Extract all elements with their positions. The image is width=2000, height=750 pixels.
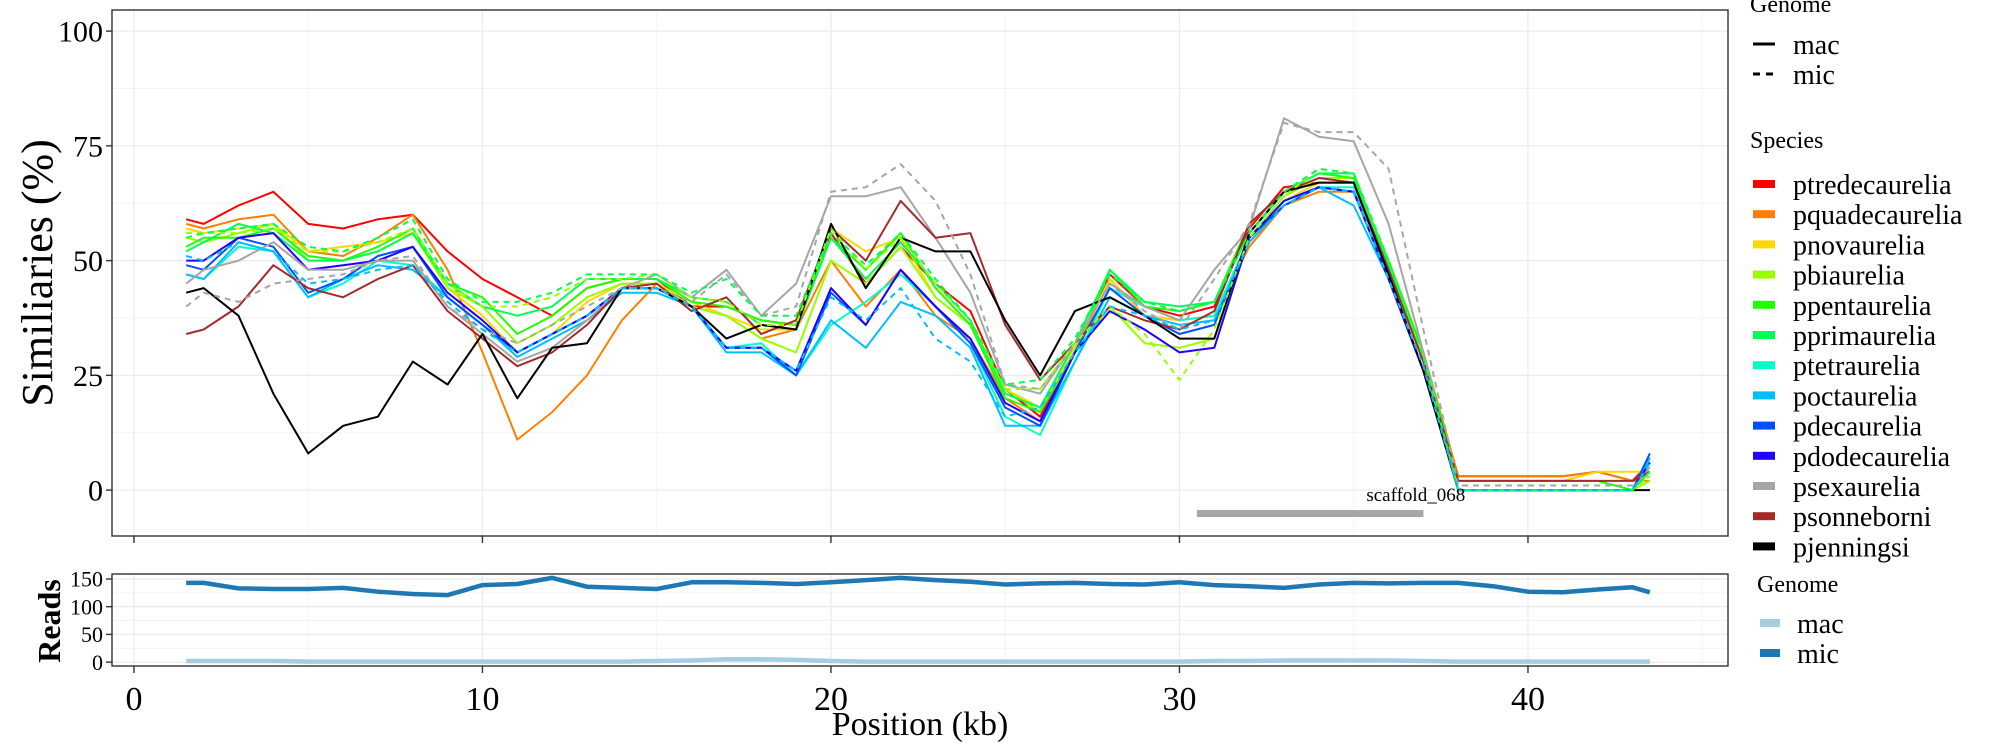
similarity-axes: 0 25 50 75 100 [58, 16, 1529, 543]
reads-series [186, 575, 1651, 664]
series-line-psonneborni-mac [185, 177, 1651, 482]
legend-label-ppentaurelia: ppentaurelia [1793, 291, 1932, 322]
y-tick-label: 0 [92, 650, 103, 675]
reads-plot-background [112, 574, 1728, 666]
legend-key-mic [1760, 649, 1780, 657]
legend-label-mic: mic [1797, 639, 1839, 670]
legend-key-pnovaurelia [1753, 240, 1775, 249]
similarity-series [185, 117, 1651, 492]
legend-label-mac: mac [1797, 609, 1844, 640]
legend-label-pjenningsi: pjenningsi [1793, 532, 1910, 563]
species-legend: Species ptredecaureliapquadecaureliapnov… [1750, 128, 1963, 563]
legend-key-psonneborni [1753, 512, 1775, 521]
legend-label-pnovaurelia: pnovaurelia [1793, 230, 1926, 261]
legend-label-mic: mic [1793, 60, 1835, 91]
series-line-pprimaurelia-mic [185, 167, 1651, 492]
y-tick-label: 100 [70, 594, 103, 619]
legend-label-pdecaurelia: pdecaurelia [1793, 412, 1923, 443]
scaffold-annotation: scaffold_068 [1196, 485, 1465, 518]
x-tick-label: 30 [1162, 681, 1196, 718]
legend-label-ptetraurelia: ptetraurelia [1793, 351, 1921, 382]
scaffold-label: scaffold_068 [1366, 485, 1465, 506]
similarity-gridlines [112, 10, 1728, 536]
legend-label-psexaurelia: psexaurelia [1793, 472, 1921, 503]
reads-genome-legend-title: Genome [1757, 572, 1838, 598]
y-tick-label: 0 [88, 475, 103, 508]
x-tick-label: 0 [125, 681, 142, 718]
legend-label-poctaurelia: poctaurelia [1793, 381, 1918, 412]
similarity-panel-border [111, 9, 1729, 537]
legend-key-pdecaurelia [1753, 421, 1775, 430]
genome-legend-title: Genome [1750, 0, 1831, 18]
y-tick-label: 150 [70, 567, 103, 592]
y-tick-label: 75 [73, 130, 103, 163]
similarity-panel: scaffold_068 0 25 50 75 100 Similiaries (%) [13, 9, 1729, 543]
legend-label-mac: mac [1793, 30, 1840, 61]
reads-panel-border [111, 573, 1729, 667]
series-line-psexaurelia-mic [185, 121, 1651, 487]
y-tick-label: 50 [73, 245, 103, 278]
similarity-y-axis-title: Similiaries (%) [13, 139, 62, 407]
reads-genome-legend: Genome mac mic [1757, 572, 1844, 670]
scaffold-bar [1196, 510, 1424, 518]
legend-key-mac [1760, 619, 1780, 627]
legend-key-ptetraurelia [1753, 361, 1775, 370]
x-tick-label: 40 [1511, 681, 1545, 718]
legend-key-ptredecaurelia [1753, 180, 1775, 188]
legend-key-pprimaurelia [1753, 331, 1775, 339]
y-tick-label: 100 [58, 16, 103, 49]
y-tick-label: 50 [81, 622, 103, 647]
legend-label-pdodecaurelia: pdodecaurelia [1793, 442, 1951, 473]
y-tick-label: 25 [73, 360, 103, 393]
series-line-poctaurelia-mic [185, 186, 1651, 492]
legend-key-ppentaurelia [1753, 300, 1775, 309]
series-line-pjenningsi-mac [185, 181, 1650, 492]
legend-key-pquadecaurelia [1753, 210, 1775, 219]
series-line-psexaurelia-mac [185, 117, 1651, 492]
legend-key-pdodecaurelia [1753, 451, 1775, 460]
genome-linetype-legend: Genome mac mic [1750, 0, 1840, 91]
legend-key-pbiaurelia [1753, 270, 1775, 279]
reads-y-axis-title: Reads [31, 579, 67, 663]
series-line-mac [186, 657, 1650, 664]
x-tick-label: 10 [465, 681, 499, 718]
legend-key-psexaurelia [1753, 482, 1775, 490]
x-tick-label: 20 [814, 681, 848, 718]
series-line-ppentaurelia-mac [185, 172, 1651, 492]
series-line-mic [186, 575, 1651, 598]
x-axis-title: Position (kb) [832, 706, 1009, 743]
legend-label-pprimaurelia: pprimaurelia [1793, 321, 1937, 352]
legend-key-poctaurelia [1753, 391, 1775, 400]
legend-label-pquadecaurelia: pquadecaurelia [1793, 200, 1963, 231]
species-legend-title: Species [1750, 128, 1823, 154]
similarity-plot-background [112, 10, 1728, 536]
legend-label-psonneborni: psonneborni [1793, 502, 1932, 533]
legend-key-pjenningsi [1753, 542, 1775, 551]
legend-label-ptredecaurelia: ptredecaurelia [1793, 170, 1952, 201]
legend-label-pbiaurelia: pbiaurelia [1793, 261, 1906, 292]
